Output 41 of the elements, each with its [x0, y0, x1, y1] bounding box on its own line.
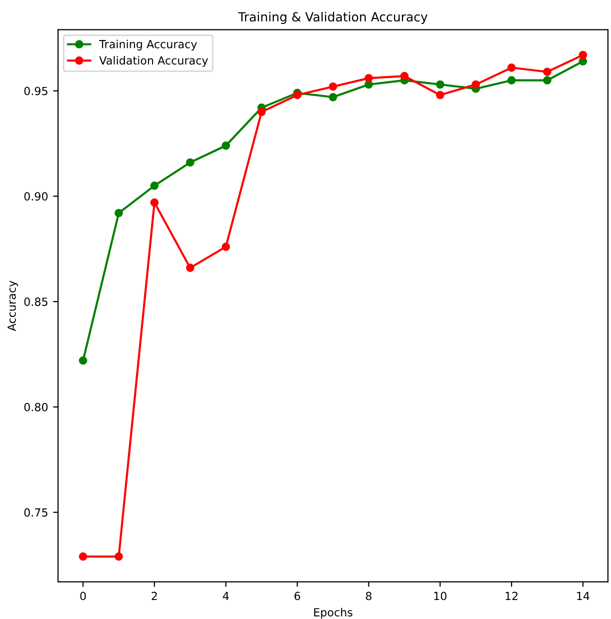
point: [364, 74, 373, 82]
y-tick-label: 0.95: [24, 86, 48, 96]
point: [150, 198, 159, 207]
point: [400, 72, 409, 80]
x-tick-label: 12: [506, 592, 518, 600]
point: [78, 356, 88, 365]
x-axis-title: Epochs: [314, 608, 352, 619]
x-tick-label: 0: [80, 592, 86, 600]
chart-title: Training & Validation Accuracy: [238, 12, 428, 24]
point: [78, 552, 88, 561]
x-tick-label: 14: [577, 592, 590, 600]
point: [543, 76, 552, 84]
y-axis-title: Accuracy: [8, 280, 18, 332]
point: [578, 50, 588, 60]
point: [186, 264, 194, 272]
y-tick-label: 0.90: [24, 192, 48, 201]
point: [222, 242, 230, 251]
point: [328, 82, 338, 91]
x-tick-label: 10: [434, 592, 446, 600]
x-tick-label: 8: [366, 592, 372, 600]
x-tick-label: 4: [222, 592, 229, 600]
x-tick-label: 2: [152, 592, 157, 600]
legend-label: Training Accuracy: [99, 40, 197, 50]
point: [257, 108, 266, 116]
point: [436, 90, 444, 100]
point: [150, 181, 159, 190]
point: [114, 208, 123, 218]
point: [507, 76, 516, 84]
y-tick-label: 0.80: [24, 402, 48, 412]
x-tick-label: 6: [294, 592, 300, 600]
point: [222, 141, 230, 150]
point: [436, 80, 444, 89]
y-tick-label: 0.85: [24, 298, 48, 306]
point: [114, 552, 123, 561]
point: [543, 68, 552, 76]
point: [472, 80, 480, 89]
y-tick-label: 0.75: [24, 508, 48, 517]
point: [507, 63, 516, 72]
point: [328, 92, 338, 102]
point: [186, 158, 194, 167]
legend-label: Validation Accuracy: [99, 56, 208, 67]
